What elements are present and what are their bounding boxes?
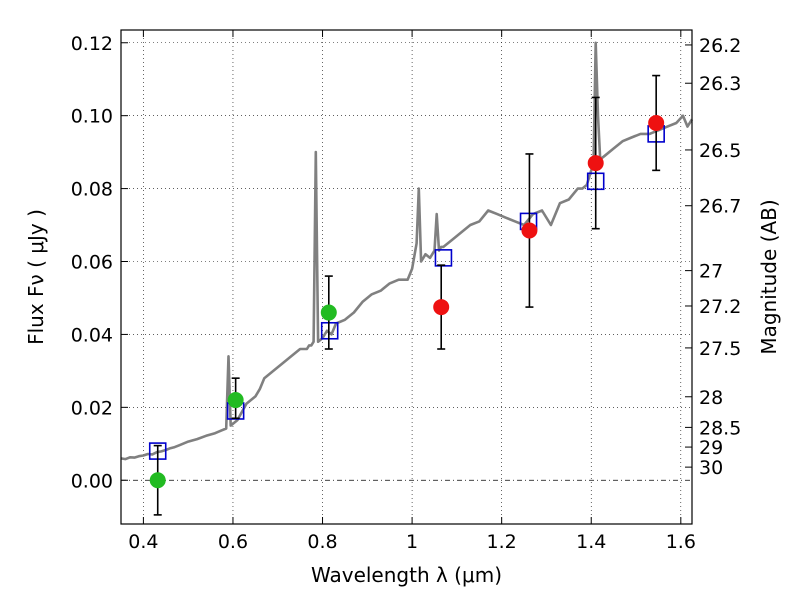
x-tick-label: 1.6 bbox=[666, 531, 696, 553]
magnitude-tick-label: 28.5 bbox=[699, 417, 741, 439]
y-tick-label: 0.08 bbox=[71, 179, 113, 201]
observed-flux-point bbox=[587, 155, 604, 172]
magnitude-tick-label: 30 bbox=[699, 457, 723, 479]
x-axis-label: Wavelength λ (μm) bbox=[311, 563, 502, 587]
grid-lines bbox=[121, 30, 692, 524]
magnitude-tick-label: 27.5 bbox=[699, 338, 741, 360]
right-y-axis-label: Magnitude (AB) bbox=[757, 199, 781, 354]
model-photometry-square bbox=[320, 321, 339, 340]
magnitude-tick-label: 27.2 bbox=[699, 296, 741, 318]
x-tick-label: 0.6 bbox=[218, 531, 248, 553]
y-axis-label: Flux Fν ( μJy ) bbox=[24, 209, 48, 345]
y-tick-label: 0.12 bbox=[71, 33, 113, 55]
model-photometry-square bbox=[434, 249, 453, 267]
y-tick-label: 0.10 bbox=[71, 106, 113, 128]
x-tick-label: 1.4 bbox=[576, 531, 606, 553]
magnitude-tick-label: 27 bbox=[699, 261, 723, 283]
y-tick-label: 0.06 bbox=[71, 252, 113, 274]
magnitude-tick-label: 29 bbox=[699, 437, 723, 459]
observed-flux-point bbox=[433, 299, 450, 316]
x-tick-label: 1 bbox=[406, 531, 418, 553]
observed-flux-point bbox=[149, 472, 166, 489]
magnitude-tick-label: 26.3 bbox=[699, 73, 741, 95]
axis-ticks: 0.4 0.6 0.8 1 1.2 1.4 1.6 0.00 0.02 0.04 0.06 0.08 0… bbox=[71, 30, 741, 553]
model-sed-line bbox=[120, 41, 694, 461]
data-markers bbox=[148, 74, 665, 516]
x-tick-label: 0.8 bbox=[307, 531, 337, 553]
observed-flux-point bbox=[227, 392, 244, 409]
magnitude-tick-label: 26.5 bbox=[699, 140, 741, 162]
y-tick-label: 0.02 bbox=[71, 397, 113, 419]
magnitude-tick-label: 26.7 bbox=[699, 196, 741, 218]
y-tick-label: 0.00 bbox=[71, 470, 113, 492]
plot-frame bbox=[120, 29, 693, 525]
magnitude-tick-label: 26.2 bbox=[699, 35, 741, 57]
x-tick-label: 1.2 bbox=[487, 531, 517, 553]
magnitude-tick-label: 28 bbox=[699, 387, 723, 409]
observed-flux-point bbox=[320, 304, 337, 321]
y-tick-label: 0.04 bbox=[71, 324, 113, 346]
observed-flux-point bbox=[521, 222, 538, 239]
observed-flux-point bbox=[648, 114, 665, 131]
x-tick-label: 0.4 bbox=[128, 531, 158, 553]
